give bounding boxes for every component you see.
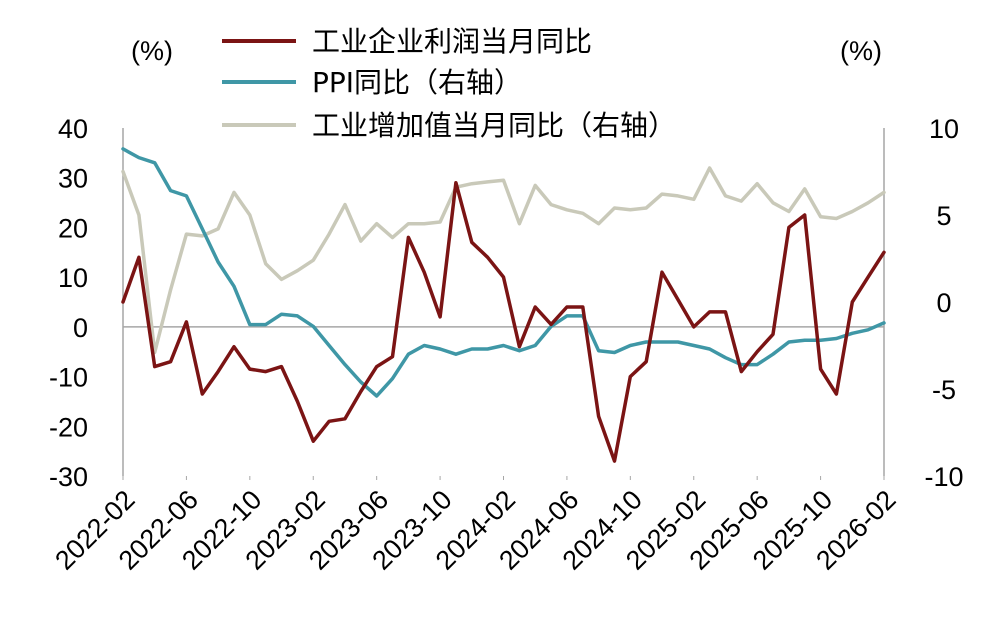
left-tick-label: 20	[58, 213, 88, 243]
series-line-3	[121, 166, 886, 355]
right-tick-label: 10	[929, 114, 959, 144]
legend-label-2: PPI同比（右轴）	[312, 66, 522, 99]
legend: 工业企业利润当月同比 PPI同比（右轴） 工业增加值当月同比（右轴）	[222, 25, 676, 142]
left-tick-label: 0	[73, 313, 88, 343]
series-line-1	[121, 180, 886, 463]
right-tick-label: 5	[936, 201, 951, 231]
right-axis-unit: (%)	[840, 36, 882, 66]
right-tick-label: 0	[936, 288, 951, 318]
left-tick-label: -10	[49, 363, 88, 393]
right-tick-label: -10	[924, 462, 963, 492]
legend-label-3: 工业增加值当月同比（右轴）	[312, 109, 676, 142]
left-tick-label: 40	[58, 114, 88, 144]
legend-label-1: 工业企业利润当月同比	[312, 25, 592, 58]
right-tick-label: -5	[932, 375, 956, 405]
x-axis-labels: 2022-022022-062022-102023-022023-062023-…	[49, 476, 902, 576]
series-line-2	[121, 147, 886, 398]
left-tick-label: 30	[58, 164, 88, 194]
series-layer	[121, 147, 886, 463]
left-tick-label: -30	[49, 462, 88, 492]
axes: 40 30 20 10 0 -10 -20 -30 10 5 0 -5 -10	[49, 114, 964, 492]
left-tick-label: 10	[58, 263, 88, 293]
left-axis-unit: (%)	[131, 36, 173, 66]
left-tick-label: -20	[49, 412, 88, 442]
